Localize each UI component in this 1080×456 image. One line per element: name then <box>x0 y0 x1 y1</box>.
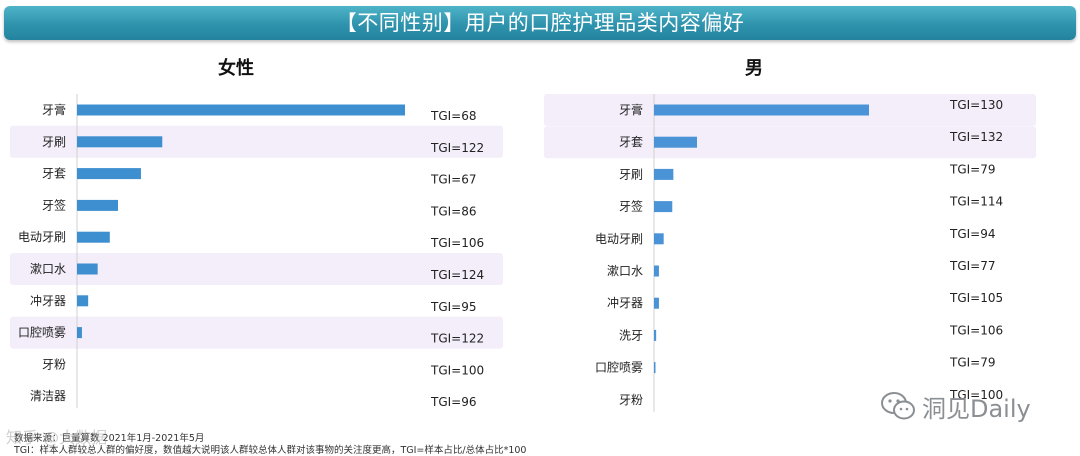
male-bar <box>654 168 674 180</box>
male-tgi-label: TGI=130 <box>949 98 1003 112</box>
female-bar <box>77 199 118 211</box>
account-watermark: 洞见Daily <box>880 388 1031 424</box>
female-highlight-band <box>10 125 503 158</box>
female-category-label: 清洁器 <box>30 389 66 403</box>
male-category-label: 牙粉 <box>619 393 643 407</box>
female-tgi-label: TGI=67 <box>430 173 477 187</box>
female-tgi-label: TGI=95 <box>430 300 477 314</box>
female-tgi-label: TGI=86 <box>430 204 477 218</box>
male-tgi-label: TGI=77 <box>949 259 996 273</box>
female-panel-title: 女性 <box>218 58 254 79</box>
male-tgi-label: TGI=79 <box>949 162 996 176</box>
female-bar <box>77 295 89 307</box>
female-highlight-band <box>10 253 503 285</box>
female-category-label: 漱口水 <box>30 262 66 276</box>
female-highlight-band <box>10 316 503 349</box>
female-category-label: 冲牙器 <box>30 293 66 308</box>
male-bar <box>654 104 869 116</box>
female-tgi-label: TGI=96 <box>430 395 477 409</box>
watermark-text: 洞见Daily <box>922 394 1031 423</box>
female-category-label: 牙刷 <box>42 135 66 149</box>
female-bar <box>77 136 163 148</box>
zhihu-watermark: 知乎 @大数据 <box>6 428 108 447</box>
female-tgi-label: TGI=100 <box>430 363 484 377</box>
female-bar <box>77 263 98 275</box>
male-bar <box>654 297 659 309</box>
chart-title: 【不同性别】用户的口腔护理品类内容偏好 <box>335 11 745 35</box>
female-chart: 牙膏 TGI=68 牙刷 TGI=122 牙套 TGI=67 牙签 TGI=86 电动牙刷 TGI… <box>10 94 503 409</box>
male-bar <box>654 201 673 213</box>
male-tgi-label: TGI=106 <box>949 323 1003 337</box>
female-category-label: 电动牙刷 <box>18 230 66 244</box>
male-bar <box>654 233 664 245</box>
female-bar <box>77 327 82 339</box>
male-category-label: 漱口水 <box>607 264 643 278</box>
male-category-label: 口腔喷雾 <box>595 360 643 375</box>
female-tgi-label: TGI=106 <box>430 236 484 250</box>
title-banner: 【不同性别】用户的口腔护理品类内容偏好 <box>4 6 1076 40</box>
female-tgi-label: TGI=122 <box>430 332 484 346</box>
male-category-label: 牙膏 <box>619 102 643 117</box>
female-bar <box>77 231 110 243</box>
male-bar <box>654 362 656 374</box>
female-tgi-label: TGI=124 <box>430 268 484 282</box>
male-highlight-band <box>544 126 1036 159</box>
male-category-label: 牙签 <box>619 199 643 214</box>
data-source-note: 数据来源：巨量算数 2021年1月-2021年5月 <box>14 433 205 444</box>
male-tgi-label: TGI=94 <box>949 227 996 241</box>
female-bar <box>77 168 141 180</box>
male-tgi-label: TGI=114 <box>949 195 1003 209</box>
female-tgi-label: TGI=68 <box>430 109 477 123</box>
male-category-label: 电动牙刷 <box>595 232 643 246</box>
wechat-icon <box>881 392 915 420</box>
male-tgi-label: TGI=100 <box>949 388 1003 402</box>
male-panel-title: 男 <box>745 58 763 79</box>
female-category-label: 牙膏 <box>42 102 66 117</box>
male-category-label: 洗牙 <box>619 328 643 342</box>
male-bar <box>654 136 697 148</box>
female-category-label: 牙粉 <box>42 357 66 371</box>
male-chart: 牙膏 TGI=130 牙套 TGI=132 牙刷 TGI=79 牙签 TGI=114 电动牙刷 T… <box>544 94 1036 412</box>
female-category-label: 口腔喷雾 <box>18 325 66 340</box>
male-category-label: 冲牙器 <box>607 295 643 310</box>
female-tgi-label: TGI=122 <box>430 141 484 155</box>
male-tgi-label: TGI=132 <box>949 130 1003 144</box>
female-category-label: 牙签 <box>42 197 66 212</box>
tgi-definition-note: TGI：样本人群较总人群的偏好度，数值越大说明该人群较总体人群对该事物的关注度更… <box>14 445 527 456</box>
female-bar <box>77 104 405 116</box>
male-bar <box>654 265 659 277</box>
male-category-label: 牙刷 <box>619 167 643 181</box>
male-tgi-label: TGI=105 <box>949 291 1003 305</box>
male-bar <box>654 329 657 341</box>
male-category-label: 牙套 <box>619 135 643 149</box>
female-category-label: 牙套 <box>42 167 66 181</box>
male-tgi-label: TGI=79 <box>949 356 996 370</box>
